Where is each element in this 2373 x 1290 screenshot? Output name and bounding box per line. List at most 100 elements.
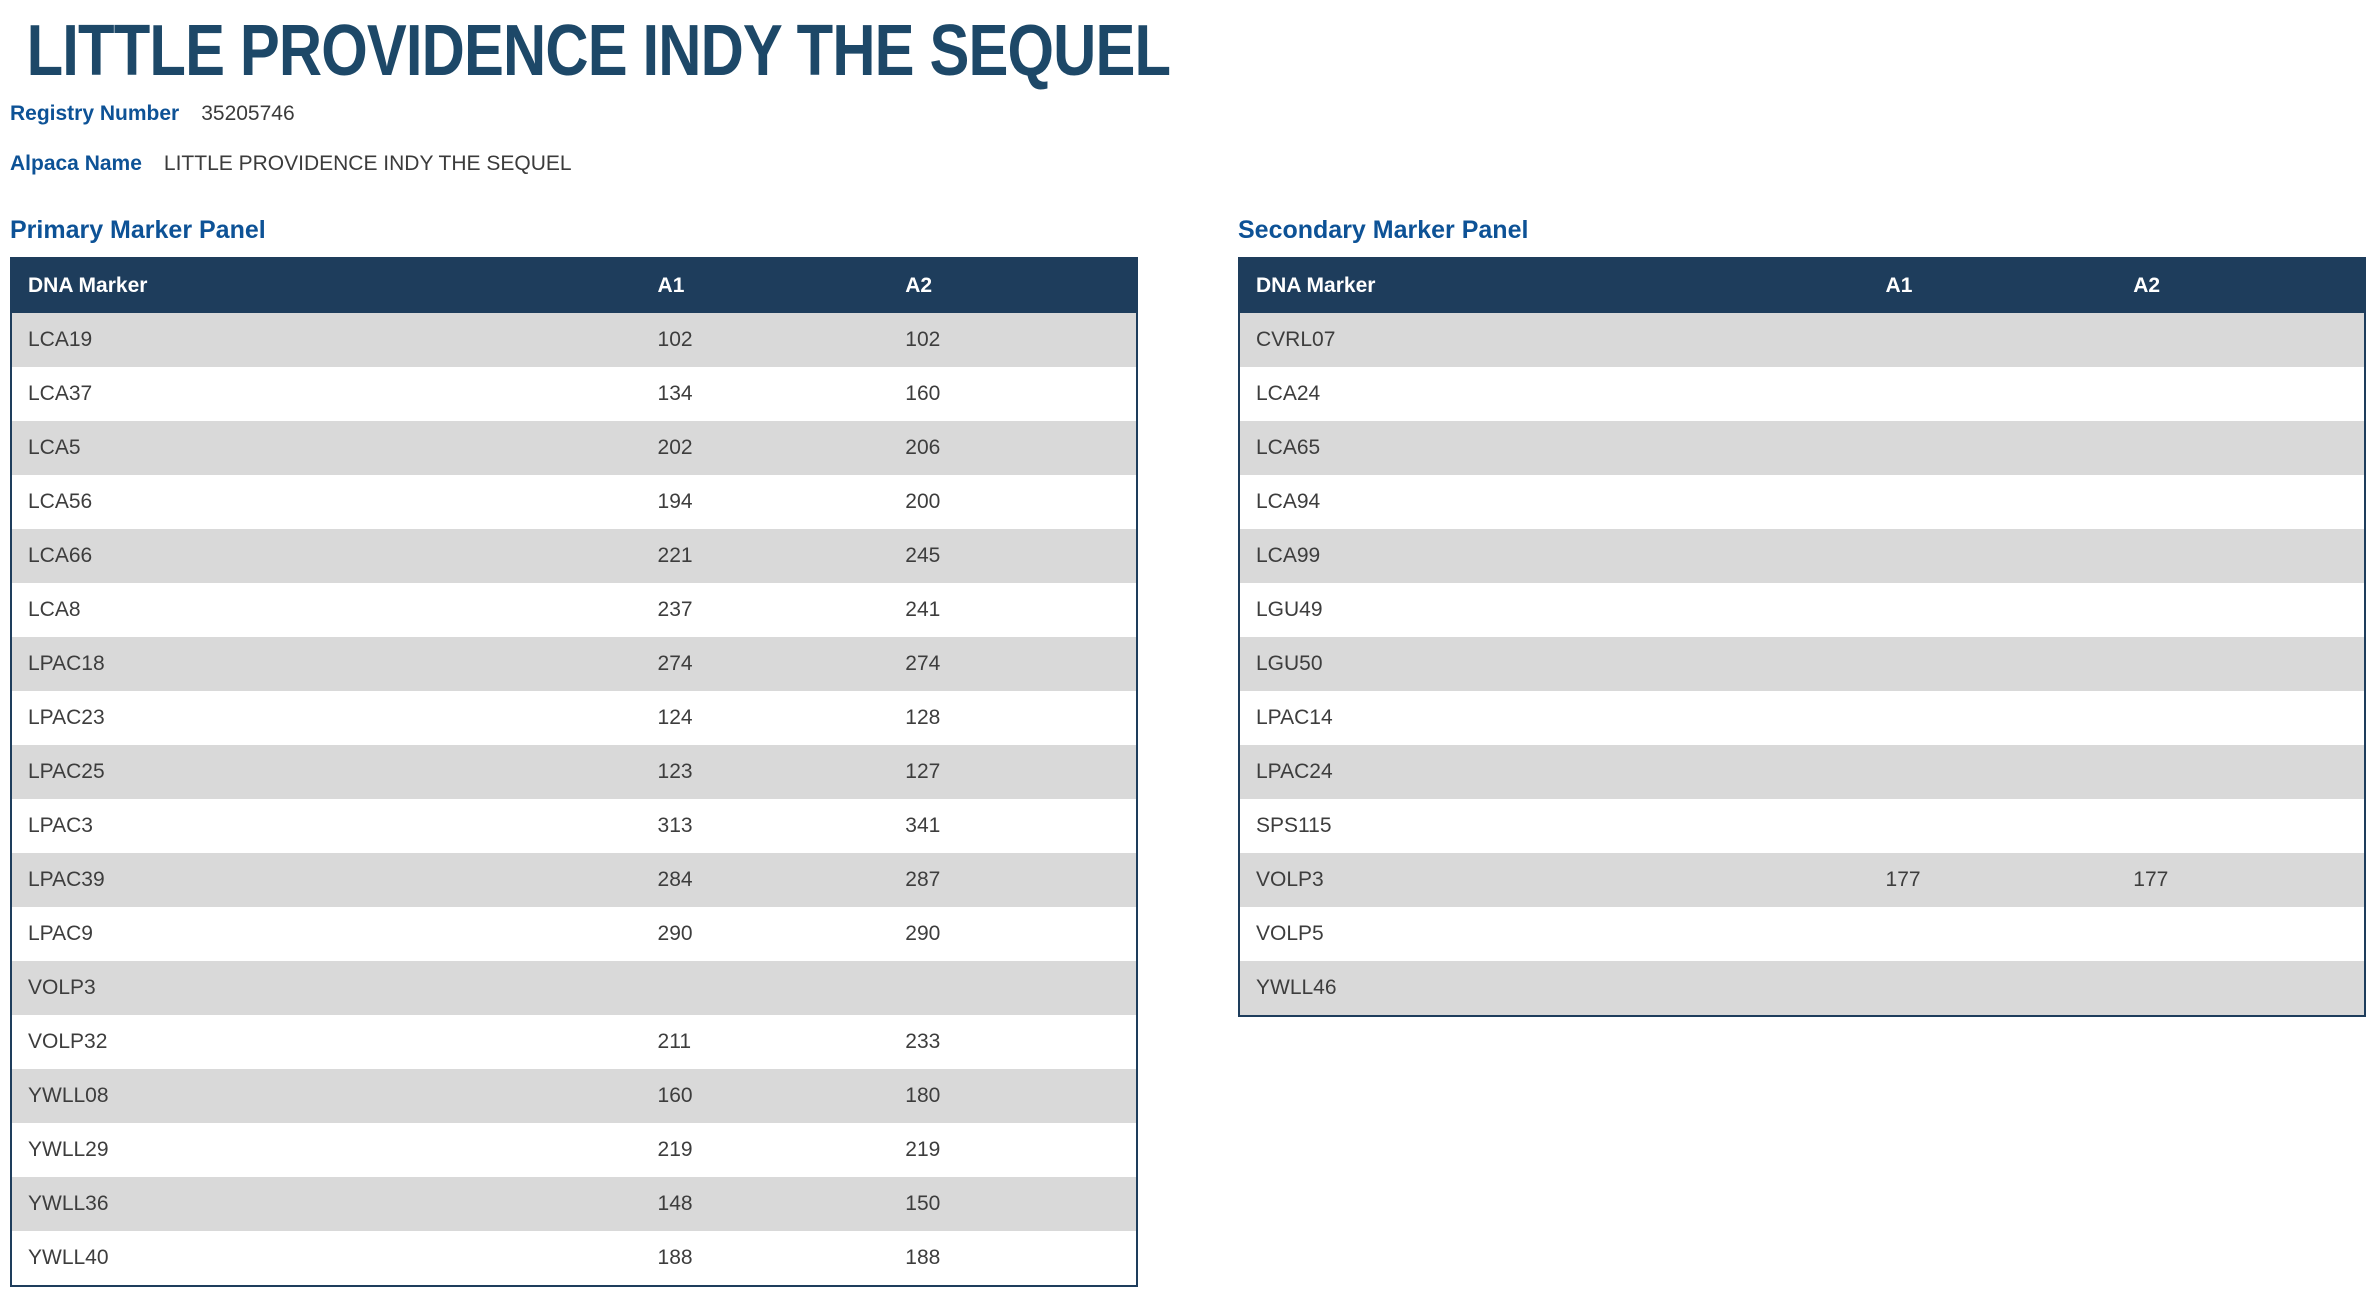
a1-cell bbox=[642, 961, 890, 1015]
registry-number-row: Registry Number 35205746 bbox=[10, 102, 2363, 126]
a2-cell: 177 bbox=[2133, 868, 2169, 891]
a2-cell: 287 bbox=[905, 868, 941, 891]
table-row: YWLL36 148 150 bbox=[11, 1177, 1137, 1231]
a1-cell bbox=[1870, 583, 2118, 637]
column-header-a1: A1 bbox=[641, 258, 890, 313]
column-header-a2: A2 bbox=[889, 258, 1137, 313]
dna-marker-cell: LPAC25 bbox=[28, 760, 105, 783]
dna-marker-cell: LCA99 bbox=[1256, 544, 1321, 567]
dna-marker-cell: VOLP32 bbox=[28, 1030, 108, 1053]
a2-cell bbox=[2117, 637, 2365, 691]
table-row: LCA99 bbox=[1239, 529, 2365, 583]
table-row: VOLP3 177 177 bbox=[1239, 853, 2365, 907]
dna-marker-cell: SPS115 bbox=[1256, 814, 1332, 837]
a2-cell bbox=[2117, 961, 2365, 1016]
dna-marker-cell: LCA94 bbox=[1256, 490, 1321, 513]
dna-marker-cell: YWLL29 bbox=[28, 1138, 109, 1161]
table-row: VOLP5 bbox=[1239, 907, 2365, 961]
secondary-panel-heading: Secondary Marker Panel bbox=[1238, 216, 1529, 244]
a2-cell bbox=[889, 961, 1137, 1015]
a1-cell bbox=[1870, 691, 2118, 745]
table-row: VOLP32 211 233 bbox=[11, 1015, 1137, 1069]
column-header-dna-marker: DNA Marker bbox=[11, 258, 642, 313]
registry-number-value: 35205746 bbox=[201, 102, 295, 125]
a1-cell: 148 bbox=[657, 1192, 693, 1215]
a2-cell: 274 bbox=[905, 652, 941, 675]
a2-cell: 245 bbox=[905, 544, 941, 567]
a2-cell bbox=[2117, 367, 2365, 421]
header-row: DNA Marker A1 A2 bbox=[1239, 258, 2365, 313]
a1-cell: 194 bbox=[657, 490, 693, 513]
a1-cell bbox=[1870, 799, 2118, 853]
a1-cell: 290 bbox=[657, 922, 693, 945]
primary-panel-heading: Primary Marker Panel bbox=[10, 216, 266, 244]
a2-cell: 102 bbox=[905, 328, 941, 351]
dna-marker-cell: YWLL40 bbox=[28, 1246, 109, 1269]
dna-marker-cell: LPAC9 bbox=[28, 922, 93, 945]
table-row: YWLL29 219 219 bbox=[11, 1123, 1137, 1177]
a2-cell: 128 bbox=[905, 706, 941, 729]
marker-panels: Primary Marker Panel DNA Marker A1 A2 LCA1… bbox=[10, 216, 2366, 1287]
table-row: YWLL40 188 188 bbox=[11, 1231, 1137, 1286]
a2-cell: 219 bbox=[905, 1138, 941, 1161]
table-row: YWLL46 bbox=[1239, 961, 2365, 1016]
a1-cell: 221 bbox=[657, 544, 693, 567]
table-row: VOLP3 bbox=[11, 961, 1137, 1015]
a1-cell bbox=[1870, 637, 2118, 691]
a1-cell bbox=[1870, 421, 2118, 475]
table-row: YWLL08 160 180 bbox=[11, 1069, 1137, 1123]
dna-marker-cell: LGU50 bbox=[1256, 652, 1323, 675]
a2-cell bbox=[2117, 745, 2365, 799]
column-header-a2: A2 bbox=[2117, 258, 2365, 313]
table-row: LCA65 bbox=[1239, 421, 2365, 475]
dna-marker-cell: LPAC23 bbox=[28, 706, 105, 729]
dna-marker-cell: LCA8 bbox=[28, 598, 81, 621]
a1-cell bbox=[1870, 475, 2118, 529]
a1-cell: 123 bbox=[657, 760, 693, 783]
table-row: LCA56 194 200 bbox=[11, 475, 1137, 529]
dna-marker-cell: YWLL46 bbox=[1256, 976, 1337, 999]
table-header: DNA Marker A1 A2 bbox=[1239, 258, 2365, 313]
a1-cell: 237 bbox=[657, 598, 693, 621]
a2-cell: 180 bbox=[905, 1084, 941, 1107]
table-row: LCA5 202 206 bbox=[11, 421, 1137, 475]
table-row: LPAC24 bbox=[1239, 745, 2365, 799]
a1-cell bbox=[1870, 907, 2118, 961]
table-row: LCA8 237 241 bbox=[11, 583, 1137, 637]
a2-cell bbox=[2117, 691, 2365, 745]
a1-cell: 202 bbox=[657, 436, 693, 459]
a1-cell: 124 bbox=[657, 706, 693, 729]
dna-marker-cell: LCA24 bbox=[1256, 382, 1321, 405]
a1-cell: 160 bbox=[657, 1084, 693, 1107]
a1-cell: 102 bbox=[657, 328, 693, 351]
dna-marker-cell: LCA56 bbox=[28, 490, 93, 513]
table-row: LPAC39 284 287 bbox=[11, 853, 1137, 907]
table-body: CVRL07 LCA24 LCA65 LCA94 LCA99 LGU49 LGU50 LPAC… bbox=[1239, 313, 2365, 1016]
dna-marker-cell: LCA66 bbox=[28, 544, 93, 567]
dna-marker-cell: LPAC39 bbox=[28, 868, 105, 891]
a1-cell: 134 bbox=[657, 382, 693, 405]
a1-cell bbox=[1870, 745, 2118, 799]
a2-cell: 290 bbox=[905, 922, 941, 945]
table-row: LPAC14 bbox=[1239, 691, 2365, 745]
table-row: LCA66 221 245 bbox=[11, 529, 1137, 583]
a2-cell: 160 bbox=[905, 382, 941, 405]
table-row: LCA94 bbox=[1239, 475, 2365, 529]
a2-cell: 150 bbox=[905, 1192, 941, 1215]
dna-marker-cell: LPAC18 bbox=[28, 652, 105, 675]
table-row: LCA24 bbox=[1239, 367, 2365, 421]
a2-cell: 200 bbox=[905, 490, 941, 513]
dna-marker-cell: LGU49 bbox=[1256, 598, 1323, 621]
a1-cell: 177 bbox=[1885, 868, 1921, 891]
dna-marker-cell: LCA65 bbox=[1256, 436, 1321, 459]
a2-cell bbox=[2117, 421, 2365, 475]
dna-marker-cell: YWLL08 bbox=[28, 1084, 109, 1107]
a2-cell: 241 bbox=[905, 598, 941, 621]
a2-cell bbox=[2117, 529, 2365, 583]
a2-cell bbox=[2117, 475, 2365, 529]
table-row: LCA37 134 160 bbox=[11, 367, 1137, 421]
registry-number-label: Registry Number bbox=[10, 102, 180, 125]
dna-marker-cell: LPAC24 bbox=[1256, 760, 1333, 783]
a1-cell bbox=[1870, 529, 2118, 583]
table-row: LGU50 bbox=[1239, 637, 2365, 691]
